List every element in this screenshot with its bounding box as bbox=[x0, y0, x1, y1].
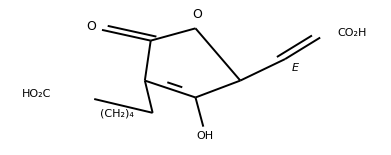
Text: OH: OH bbox=[197, 131, 214, 141]
Text: O: O bbox=[192, 8, 203, 21]
Text: HO₂C: HO₂C bbox=[22, 89, 52, 99]
Text: CO₂H: CO₂H bbox=[338, 28, 367, 38]
Text: (CH₂)₄: (CH₂)₄ bbox=[100, 109, 134, 119]
Text: O: O bbox=[86, 20, 96, 33]
Text: E: E bbox=[292, 63, 299, 73]
